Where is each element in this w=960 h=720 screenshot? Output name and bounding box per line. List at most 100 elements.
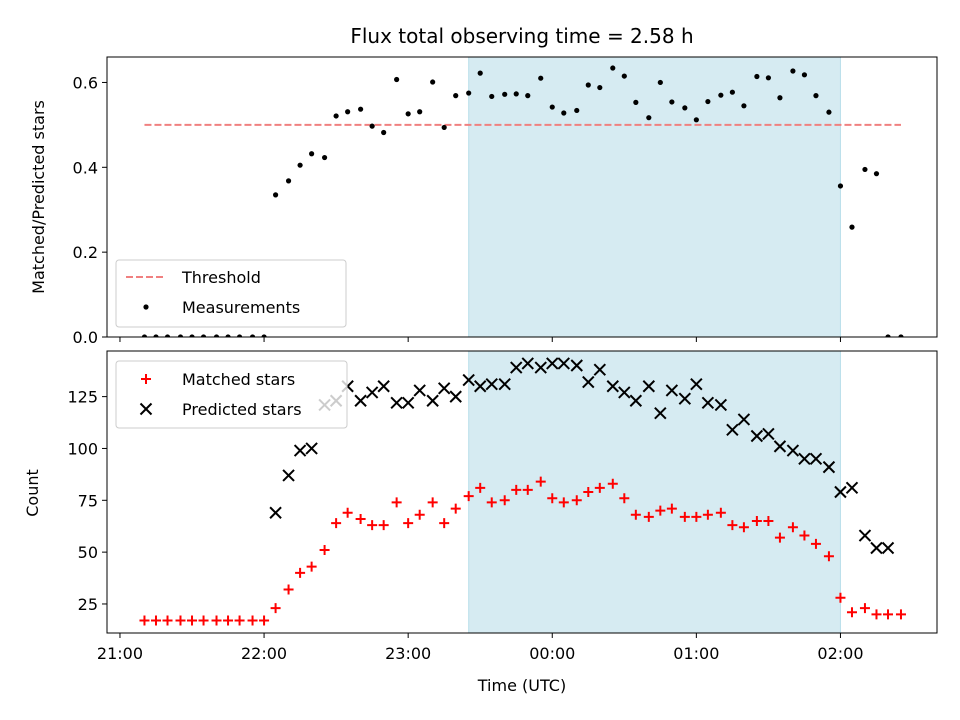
threshold-legend-label: Threshold — [181, 268, 261, 287]
measurement-point — [621, 73, 627, 79]
predicted-star-marker — [606, 380, 619, 393]
predicted-star-marker — [654, 406, 667, 420]
matched-star-marker — [810, 538, 821, 549]
measurement-point — [669, 99, 675, 105]
matched-star-marker — [475, 482, 486, 493]
measurement-point — [441, 124, 447, 131]
matched-star-marker — [187, 615, 198, 626]
predicted-star-marker — [413, 384, 426, 397]
measurement-point — [633, 99, 639, 105]
matched-star-marker — [450, 503, 461, 514]
measurement-point — [873, 171, 880, 177]
predicted-star-marker — [354, 394, 367, 407]
matched-star-marker — [643, 511, 654, 522]
predicted-star-marker — [293, 444, 307, 457]
matched-star-marker — [150, 615, 161, 626]
predicted-star-marker — [426, 394, 439, 407]
matched-star-marker — [702, 509, 713, 520]
measurement-point — [489, 93, 495, 100]
predicted-star-marker — [629, 394, 643, 407]
top-ylabel: Matched/Predicted stars — [29, 100, 48, 294]
matched-star-marker — [486, 497, 497, 508]
measurement-point — [898, 334, 904, 337]
matched-star-marker — [247, 615, 258, 626]
matched-star-marker — [378, 520, 389, 531]
predicted-star-marker — [618, 386, 631, 399]
measurement-point — [272, 192, 279, 198]
matched-star-marker — [139, 615, 150, 626]
predicted-star-marker — [786, 444, 800, 457]
measurement-point — [849, 224, 855, 230]
measurements-legend-swatch — [143, 304, 149, 310]
matched-star-marker — [630, 509, 641, 520]
bottom-legend: Matched stars Predicted stars — [115, 360, 348, 429]
top-legend-box — [115, 259, 347, 328]
measurement-point — [777, 95, 783, 101]
matched-star-marker — [799, 530, 810, 541]
predicted-star-marker — [834, 485, 847, 499]
matched-legend-label: Matched stars — [182, 370, 295, 389]
measurement-point — [153, 334, 159, 337]
matched-star-marker — [259, 615, 270, 626]
predicted-star-marker — [365, 386, 379, 399]
measurement-point — [177, 334, 184, 337]
bottom-xtick-label: 01:00 — [673, 644, 719, 663]
measurement-point — [729, 89, 735, 95]
predicted-star-marker — [822, 460, 836, 474]
chart-title: Flux total observing time = 2.58 h — [350, 24, 693, 48]
measurement-point — [765, 75, 772, 81]
bottom-ytick-label: 100 — [67, 439, 98, 458]
matched-star-marker — [738, 522, 749, 533]
top-legend: Threshold Measurements — [115, 259, 347, 328]
measurement-point — [741, 103, 747, 109]
matched-star-marker — [198, 615, 209, 626]
top-axes-frame — [106, 56, 938, 338]
predicted-star-marker — [642, 380, 656, 393]
bottom-series-0 — [139, 476, 906, 626]
matched-star-marker — [679, 511, 690, 522]
predicted-star-marker — [269, 506, 282, 519]
predicted-star-marker — [305, 442, 318, 455]
x-axis-label: Time (UTC) — [477, 676, 566, 695]
measurement-point — [862, 166, 868, 173]
matched-star-marker — [655, 505, 666, 516]
measurement-point — [682, 105, 688, 111]
measurement-point — [801, 72, 808, 78]
top-ytick-label: 0.0 — [73, 328, 98, 347]
predicted-star-marker — [665, 384, 679, 397]
matched-star-marker — [763, 516, 774, 527]
matched-star-marker — [774, 532, 785, 543]
matched-star-marker — [463, 491, 474, 502]
predicted-star-marker — [390, 396, 403, 410]
measurement-point — [225, 334, 231, 337]
measurement-point — [597, 84, 603, 91]
bottom-axes-frame — [106, 350, 938, 634]
measurement-point — [200, 334, 207, 337]
measurement-point — [657, 79, 663, 86]
matched-star-marker — [594, 482, 605, 493]
predicted-star-marker — [570, 359, 583, 372]
measurement-point — [538, 75, 544, 81]
matched-star-marker — [727, 520, 738, 531]
matched-star-marker — [547, 493, 558, 504]
matched-star-marker — [607, 478, 618, 489]
matched-star-marker — [211, 615, 222, 626]
measurement-point — [453, 93, 459, 99]
top-ytick-label: 0.4 — [73, 158, 98, 177]
predicted-star-marker — [845, 481, 859, 495]
predicted-star-marker — [401, 396, 415, 410]
matched-star-marker — [666, 503, 677, 514]
bottom-xtick-label: 21:00 — [97, 644, 143, 663]
matched-star-marker — [883, 609, 894, 620]
matched-star-marker — [427, 497, 438, 508]
measurement-point — [466, 90, 472, 96]
predicted-star-marker — [462, 373, 475, 387]
measurement-point — [837, 183, 844, 189]
predicted-star-marker — [701, 396, 715, 410]
measurement-point — [333, 113, 339, 119]
bottom-legend-box — [115, 360, 348, 429]
predicted-star-marker — [750, 429, 764, 443]
measurement-point — [164, 334, 171, 337]
predicted-star-marker — [737, 413, 751, 426]
